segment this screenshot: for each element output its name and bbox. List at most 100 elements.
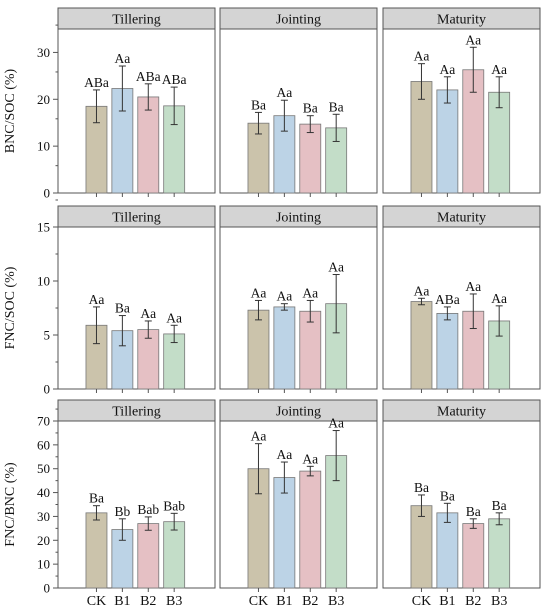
panel-frame: [382, 226, 541, 390]
panel-frame: [382, 420, 541, 589]
bar-b1: [436, 89, 459, 194]
y-tick-label: 10: [37, 274, 50, 289]
significance-label: Aa: [328, 416, 344, 431]
panel-frame: [219, 226, 378, 390]
x-tick-label: B3: [166, 594, 182, 609]
x-tick-label: B2: [465, 594, 481, 609]
bar-ck: [85, 512, 108, 589]
bar-b2: [462, 523, 485, 589]
x-tick-label: CK: [412, 594, 431, 609]
panel-fnc-bnc-tillering: Tillering Ba CK Bb B1 Bab B2 Bab B3: [57, 399, 216, 609]
bar-b1: [436, 312, 459, 390]
bar-b1: [273, 306, 296, 390]
y-axis-label: FNC/SOC (%): [3, 266, 18, 349]
y-tick-label: 30: [37, 509, 50, 524]
y-tick-label: 20: [37, 533, 50, 548]
significance-label: Ba: [89, 491, 104, 506]
y-tick-label: 0: [44, 581, 51, 596]
panel-bnc-soc-jointing: Jointing Ba Aa Ba Ba: [219, 7, 378, 197]
significance-label: Aa: [276, 447, 292, 462]
significance-label: Ba: [303, 101, 318, 116]
significance-label: Aa: [302, 451, 318, 466]
x-tick-label: B1: [114, 594, 130, 609]
significance-label: Ba: [251, 97, 266, 112]
x-tick-label: B2: [302, 594, 318, 609]
y-tick-label: 20: [37, 92, 50, 107]
x-tick-label: CK: [249, 594, 268, 609]
bar-ck: [410, 505, 433, 589]
y-tick-label: 0: [44, 382, 51, 397]
significance-label: Bab: [163, 498, 185, 513]
significance-label: Aa: [251, 429, 267, 444]
panel-fnc-bnc-maturity: Maturity Ba CK Ba B1 Ba B2 Ba B3: [382, 399, 541, 609]
panel-title: Maturity: [437, 405, 486, 420]
significance-label: Aa: [276, 289, 292, 304]
y-tick-label: 10: [37, 139, 50, 154]
bar-ck: [247, 309, 270, 390]
significance-label: Aa: [302, 285, 318, 300]
bar-b2: [299, 310, 322, 390]
panel-title: Tillering: [112, 13, 161, 28]
y-tick-label: 70: [37, 414, 50, 429]
bar-b3: [163, 521, 186, 589]
significance-label: Aa: [166, 310, 182, 325]
y-tick-label: 10: [37, 557, 50, 572]
significance-label: Bab: [137, 502, 159, 517]
y-tick-label: 40: [37, 485, 50, 500]
significance-label: Aa: [140, 306, 156, 321]
significance-label: Ba: [414, 480, 429, 495]
panel-fnc-soc-tillering: Tillering Aa Ba Aa Aa: [57, 205, 216, 393]
significance-label: Ba: [115, 301, 130, 316]
significance-label: Aa: [89, 292, 105, 307]
panel-fnc-bnc-jointing: Jointing Aa CK Aa B1 Aa B2 Aa B3: [219, 399, 378, 609]
x-tick-label: CK: [87, 594, 106, 609]
significance-label: Ba: [466, 504, 481, 519]
significance-label: Aa: [251, 285, 267, 300]
significance-label: Aa: [465, 32, 481, 47]
significance-label: ABa: [136, 69, 161, 84]
bar-b3: [488, 518, 511, 589]
bar-ck: [410, 301, 433, 390]
bar-b2: [137, 523, 160, 589]
significance-label: Aa: [439, 62, 455, 77]
significance-label: ABa: [435, 292, 460, 307]
panel-frame: [57, 226, 216, 390]
panel-title: Tillering: [112, 405, 161, 420]
significance-label: Aa: [491, 291, 507, 306]
panel-frame: [57, 420, 216, 589]
significance-label: ABa: [162, 72, 187, 87]
x-tick-label: B3: [328, 594, 344, 609]
significance-label: Bb: [114, 504, 130, 519]
y-axis-label: FNC/BNC (%): [3, 462, 18, 547]
y-tick-label: 15: [37, 220, 50, 235]
panel-title: Jointing: [276, 211, 321, 226]
bar-b1: [436, 512, 459, 589]
panel-title: Maturity: [437, 211, 486, 226]
bar-b2: [299, 123, 322, 194]
panel-title: Jointing: [276, 405, 321, 420]
x-tick-label: B3: [491, 594, 507, 609]
bar-b2: [299, 470, 322, 589]
x-tick-label: B2: [140, 594, 156, 609]
panel-frame: [219, 28, 378, 194]
significance-label: Aa: [276, 85, 292, 100]
significance-label: Aa: [414, 283, 430, 298]
significance-label: Aa: [414, 49, 430, 64]
bar-b2: [137, 96, 160, 194]
x-tick-label: B1: [439, 594, 455, 609]
significance-label: Ba: [440, 488, 455, 503]
y-tick-label: 5: [44, 328, 51, 343]
significance-label: Aa: [114, 51, 130, 66]
panel-title: Maturity: [437, 13, 486, 28]
panel-bnc-soc-maturity: Maturity Aa Aa Aa Aa: [382, 7, 541, 197]
panel-fnc-soc-maturity: Maturity Aa ABa Aa Aa: [382, 205, 541, 393]
panel-title: Tillering: [112, 211, 161, 226]
x-tick-label: B1: [276, 594, 292, 609]
y-tick-label: 30: [37, 45, 50, 60]
panel-frame: [57, 28, 216, 194]
significance-label: Aa: [465, 279, 481, 294]
y-tick-label: 60: [37, 437, 50, 452]
panel-frame: [219, 420, 378, 589]
